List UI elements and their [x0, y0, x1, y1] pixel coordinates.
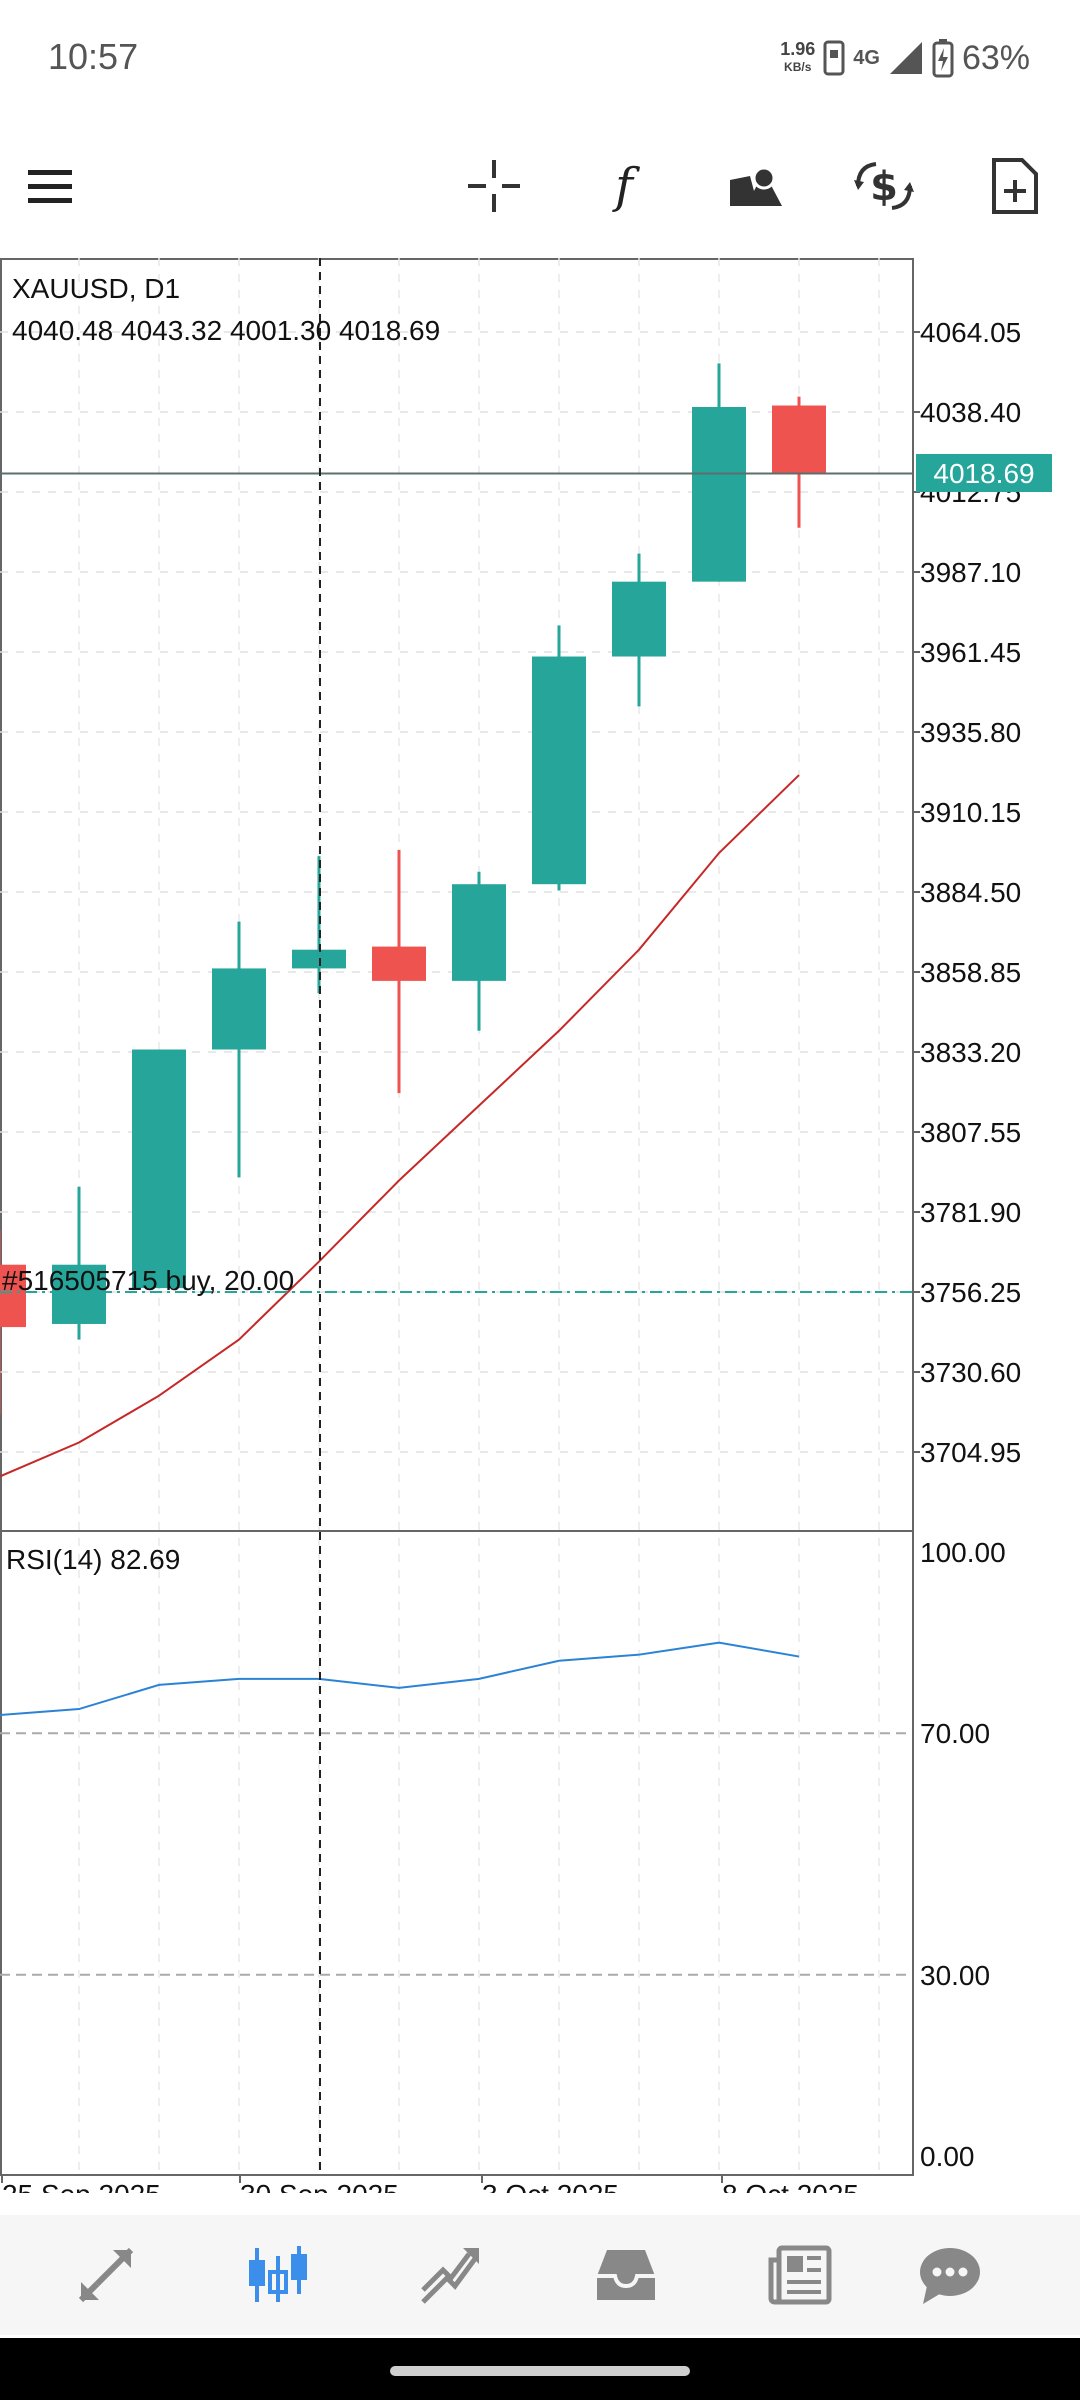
date-tick-label: 3 Oct 2025: [482, 2179, 619, 2193]
trade-button[interactable]: $: [848, 150, 920, 222]
price-tick-label: 3987.10: [920, 557, 1021, 588]
news-icon: [768, 2245, 832, 2305]
candle-body: [52, 1264, 106, 1324]
candles: [0, 363, 826, 1415]
rsi-indicator: 100.00 70.00 30.00 0.00: [0, 1537, 1006, 2172]
history-icon: [597, 2250, 655, 2300]
objects-icon: [730, 166, 782, 206]
network-type: 4G: [853, 46, 880, 69]
quotes-icon: [78, 2247, 134, 2303]
nav-news[interactable]: [752, 2227, 848, 2323]
price-tick-label: 3704.95: [920, 1437, 1021, 1468]
battery-level: 63%: [961, 38, 1030, 77]
net-speed-value: 1.96: [780, 39, 816, 59]
date-tick-label: 8 Oct 2025: [722, 2179, 859, 2193]
candle-body: [532, 656, 586, 885]
rsi-tick-label: 30.00: [920, 1960, 990, 1991]
candle-body: [692, 407, 746, 582]
system-navigation-bar: [0, 2338, 1080, 2400]
price-axis: 4064.054038.404012.753987.103961.453935.…: [912, 317, 1021, 1468]
status-time: 10:57: [48, 36, 139, 77]
price-tick-label: 4038.40: [920, 397, 1021, 428]
ohlc-label: 4040.48 4043.32 4001.30 4018.69: [12, 315, 440, 346]
price-tick-label: 3961.45: [920, 637, 1021, 668]
current-price-label: 4018.69: [933, 458, 1034, 489]
chart-toolbar: f $: [0, 130, 1080, 240]
candle-body: [372, 946, 426, 981]
price-lines: [0, 472, 912, 1293]
price-tick-label: 3807.55: [920, 1117, 1021, 1148]
moving-average: [0, 774, 800, 1478]
new-order-icon: [992, 158, 1038, 214]
trade-icon: $: [854, 162, 914, 210]
sim-icon: [823, 40, 845, 76]
date-axis: 25 Sep 2025 30 Sep 2025 3 Oct 2025 8 Oct 20…: [1, 2175, 859, 2193]
chat-icon: [920, 2248, 980, 2304]
date-tick-label: 25 Sep 2025: [2, 2179, 161, 2193]
objects-button[interactable]: [718, 150, 790, 222]
signal-icon: [889, 42, 922, 74]
nav-chat[interactable]: [902, 2227, 998, 2323]
bottom-navigation: [0, 2215, 1080, 2335]
indicators-button[interactable]: f: [588, 150, 660, 222]
svg-text:$: $: [870, 164, 898, 210]
moving-average-line: [0, 774, 800, 1478]
nav-trade[interactable]: [402, 2227, 498, 2323]
price-tick-label: 3833.20: [920, 1037, 1021, 1068]
date-tick-label: 30 Sep 2025: [240, 2179, 399, 2193]
rsi-line: [0, 1641, 800, 1717]
candle-body: [212, 968, 266, 1050]
nav-chart[interactable]: [230, 2227, 326, 2323]
net-speed-unit: KB/s: [784, 60, 812, 74]
candle-body: [772, 405, 826, 474]
price-tick-label: 3730.60: [920, 1357, 1021, 1388]
rsi-label: RSI(14) 82.69: [6, 1544, 180, 1575]
nav-history[interactable]: [578, 2227, 674, 2323]
symbol-label: XAUUSD, D1: [12, 273, 180, 304]
trade-icon: [421, 2248, 480, 2304]
chart-icon: [249, 2246, 307, 2302]
rsi-tick-label: 100.00: [920, 1537, 1006, 1568]
rsi-tick-label: 70.00: [920, 1718, 990, 1749]
price-tick-label: 3884.50: [920, 877, 1021, 908]
price-tick-label: 3935.80: [920, 717, 1021, 748]
rsi-chart-frame: [0, 1530, 914, 2176]
menu-icon: [28, 170, 72, 203]
position-label[interactable]: #516505715 buy, 20.00: [2, 1265, 294, 1296]
gesture-handle[interactable]: [390, 2366, 690, 2376]
indicators-icon: f: [612, 158, 640, 214]
net-speed: 1.96 KB/s: [780, 40, 815, 76]
candle-body: [612, 581, 666, 657]
status-bar: 10:57 1.96 KB/s 4G 63%: [0, 0, 1080, 120]
battery-icon: [932, 39, 954, 78]
price-tick-label: 3858.85: [920, 957, 1021, 988]
status-icons: 1.96 KB/s 4G 63%: [780, 34, 1030, 82]
crosshair-button[interactable]: [458, 150, 530, 222]
menu-button[interactable]: [14, 150, 86, 222]
new-order-button[interactable]: [978, 150, 1050, 222]
price-tick-label: 3781.90: [920, 1197, 1021, 1228]
price-tick-label: 4064.05: [920, 317, 1021, 348]
candle-body: [452, 884, 506, 981]
candle-body: [132, 1049, 186, 1289]
price-tick-label: 3910.15: [920, 797, 1021, 828]
price-tick-label: 3756.25: [920, 1277, 1021, 1308]
crosshair-icon: [468, 160, 520, 212]
chart-area[interactable]: 100.00 70.00 30.00 0.00 4064.05 4038.40 4012.…: [0, 258, 1080, 2193]
nav-quotes[interactable]: [58, 2227, 154, 2323]
svg-text:f: f: [612, 158, 640, 214]
current-price-tag: [916, 454, 1052, 492]
candle-body: [0, 1264, 26, 1328]
rsi-tick-label: 0.00: [920, 2141, 975, 2172]
